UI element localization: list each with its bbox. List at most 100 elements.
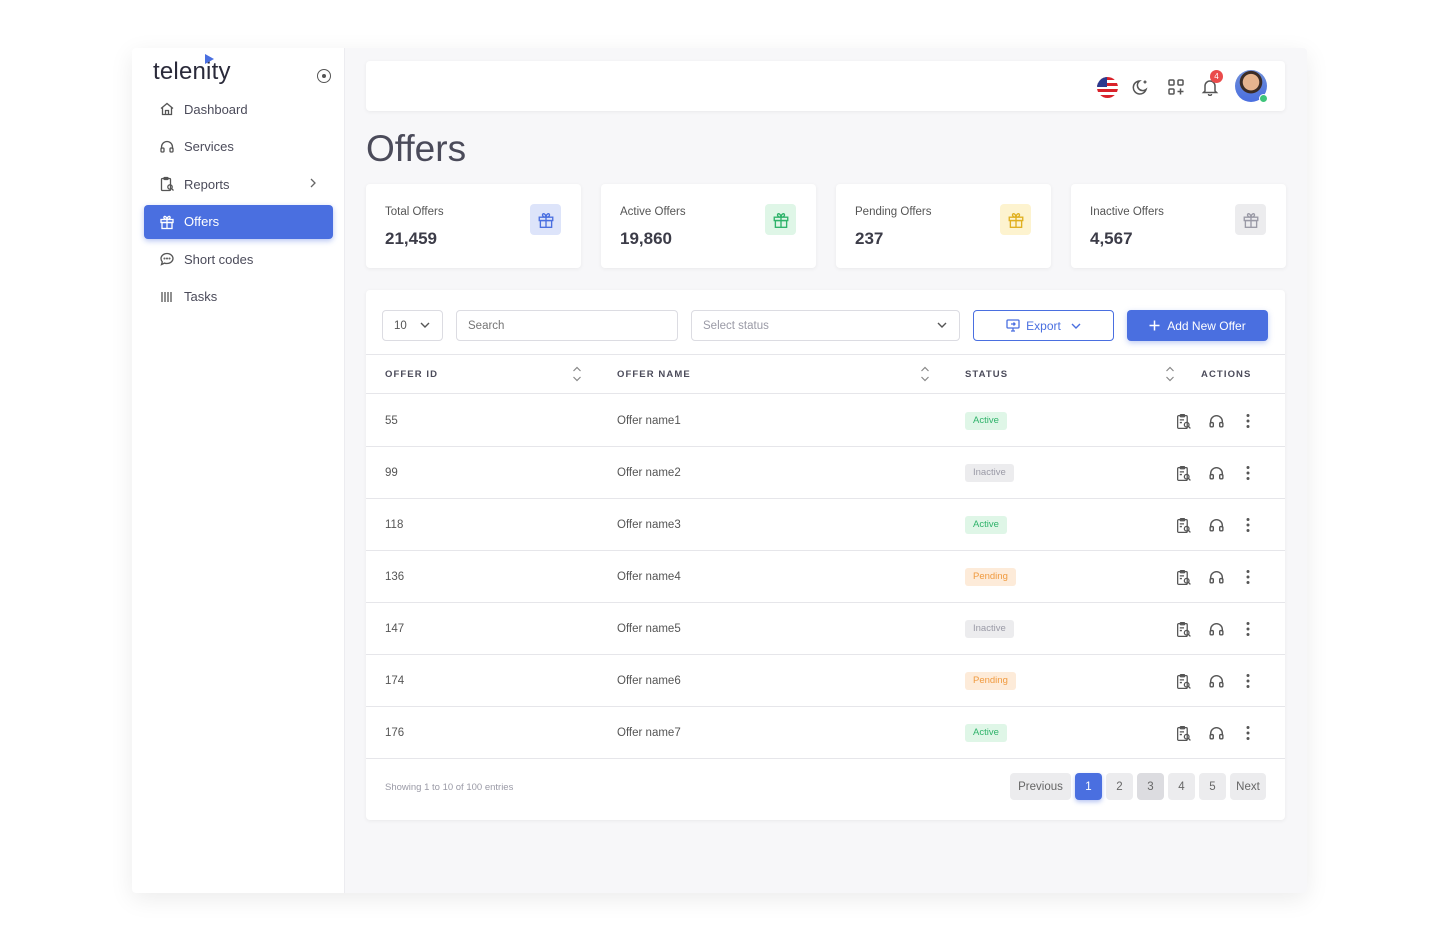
sidebar-item-tasks[interactable]: Tasks: [144, 280, 333, 314]
headset-icon: [158, 138, 175, 155]
table-row[interactable]: 118 Offer name3 Active: [366, 499, 1285, 551]
notification-count-badge: 4: [1210, 70, 1223, 83]
view-report-icon[interactable]: [1174, 620, 1192, 638]
collapse-sidebar-icon[interactable]: [317, 69, 331, 83]
more-options-icon[interactable]: [1239, 568, 1257, 586]
headset-icon[interactable]: [1207, 620, 1225, 638]
export-label: Export: [1026, 318, 1061, 333]
table-row[interactable]: 136 Offer name4 Pending: [366, 551, 1285, 603]
stat-label: Total Offers: [385, 206, 444, 218]
view-report-icon[interactable]: [1174, 516, 1192, 534]
sort-icon[interactable]: [572, 365, 582, 383]
view-report-icon[interactable]: [1174, 464, 1192, 482]
brand-name: telenity: [153, 58, 231, 85]
column-header-offer-name[interactable]: OFFER NAME: [617, 369, 691, 380]
view-report-icon[interactable]: [1174, 672, 1192, 690]
user-avatar[interactable]: [1235, 70, 1268, 103]
headset-icon[interactable]: [1207, 724, 1225, 742]
more-options-icon[interactable]: [1239, 672, 1257, 690]
sidebar-item-services[interactable]: Services: [144, 130, 333, 164]
offer-id-cell: 118: [385, 519, 404, 531]
headset-icon[interactable]: [1207, 568, 1225, 586]
sidebar-item-dashboard[interactable]: Dashboard: [144, 92, 333, 126]
headset-icon[interactable]: [1207, 412, 1225, 430]
stat-value: 19,860: [620, 229, 672, 248]
status-select[interactable]: Select status: [691, 310, 960, 341]
table-row[interactable]: 176 Offer name7 Active: [366, 707, 1285, 759]
headset-icon[interactable]: [1207, 464, 1225, 482]
entries-info: Showing 1 to 10 of 100 entries: [385, 782, 514, 793]
status-badge: Pending: [965, 568, 1016, 586]
plus-icon: [1149, 320, 1160, 331]
stat-value: 21,459: [385, 229, 437, 248]
status-select-placeholder: Select status: [703, 319, 769, 332]
stat-label: Pending Offers: [855, 206, 932, 218]
language-flag-icon[interactable]: [1096, 76, 1118, 98]
offer-id-cell: 136: [385, 571, 405, 583]
view-report-icon[interactable]: [1174, 568, 1192, 586]
pagination-page-1[interactable]: 1: [1075, 773, 1102, 800]
pagination-next[interactable]: Next: [1230, 773, 1266, 800]
pagination-page-5[interactable]: 5: [1199, 773, 1226, 800]
export-button[interactable]: Export: [973, 310, 1114, 341]
gift-icon: [158, 213, 175, 230]
offer-name-cell: Offer name6: [617, 675, 681, 687]
page-title: Offers: [366, 128, 467, 169]
sidebar-item-short-codes[interactable]: Short codes: [144, 242, 333, 276]
table-row[interactable]: 174 Offer name6 Pending: [366, 655, 1285, 707]
more-options-icon[interactable]: [1239, 464, 1257, 482]
more-options-icon[interactable]: [1239, 412, 1257, 430]
sort-icon[interactable]: [920, 365, 930, 383]
headset-icon[interactable]: [1207, 672, 1225, 690]
pagination-page-4[interactable]: 4: [1168, 773, 1195, 800]
table-row[interactable]: 99 Offer name2 Inactive: [366, 447, 1285, 499]
top-bar: 4: [366, 61, 1285, 111]
page-size-select[interactable]: 10: [382, 310, 443, 341]
sidebar-nav: Dashboard Services Reports Offers: [144, 92, 333, 317]
pagination-page-2[interactable]: 2: [1106, 773, 1133, 800]
search-input[interactable]: [456, 310, 678, 341]
offer-name-cell: Offer name7: [617, 727, 681, 739]
moon-icon[interactable]: [1130, 76, 1152, 98]
view-report-icon[interactable]: [1174, 724, 1192, 742]
apps-grid-icon[interactable]: [1165, 76, 1187, 98]
sidebar-item-offers[interactable]: Offers: [144, 204, 333, 239]
offer-name-cell: Offer name2: [617, 467, 681, 479]
status-badge: Inactive: [965, 464, 1014, 482]
add-new-offer-button[interactable]: Add New Offer: [1127, 310, 1268, 341]
offer-name-cell: Offer name1: [617, 415, 681, 427]
offer-name-cell: Offer name3: [617, 519, 681, 531]
stat-card-inactive: Inactive Offers 4,567: [1071, 184, 1286, 268]
chat-bubble-icon: [158, 251, 175, 268]
more-options-icon[interactable]: [1239, 620, 1257, 638]
stat-card-total: Total Offers 21,459: [366, 184, 581, 268]
offer-id-cell: 174: [385, 675, 405, 687]
sort-icon[interactable]: [1165, 365, 1175, 383]
table-row[interactable]: 147 Offer name5 Inactive: [366, 603, 1285, 655]
sidebar-item-label: Offers: [184, 214, 220, 229]
brand-logo[interactable]: telenity: [153, 54, 231, 86]
headset-icon[interactable]: [1207, 516, 1225, 534]
column-header-actions: ACTIONS: [1201, 369, 1252, 380]
column-header-offer-id[interactable]: OFFER ID: [385, 369, 439, 380]
offers-table-card: 10 Select status Export Add New Offer OF…: [366, 290, 1285, 820]
online-status-dot: [1259, 94, 1268, 103]
pagination-previous[interactable]: Previous: [1010, 773, 1071, 800]
more-options-icon[interactable]: [1239, 724, 1257, 742]
status-badge: Active: [965, 412, 1007, 430]
stat-card-pending: Pending Offers 237: [836, 184, 1051, 268]
offer-name-cell: Offer name5: [617, 623, 681, 635]
column-header-status[interactable]: STATUS: [965, 369, 1009, 380]
table-row[interactable]: 55 Offer name1 Active: [366, 395, 1285, 447]
view-report-icon[interactable]: [1174, 412, 1192, 430]
pagination-page-3[interactable]: 3: [1137, 773, 1164, 800]
sidebar-item-reports[interactable]: Reports: [144, 167, 333, 201]
more-options-icon[interactable]: [1239, 516, 1257, 534]
offer-name-cell: Offer name4: [617, 571, 681, 583]
offer-id-cell: 147: [385, 623, 405, 635]
chevron-right-icon: [310, 178, 316, 188]
add-new-offer-label: Add New Offer: [1167, 318, 1246, 333]
status-badge: Active: [965, 516, 1007, 534]
offer-id-cell: 176: [385, 727, 405, 739]
notification-bell-icon[interactable]: 4: [1199, 70, 1223, 98]
